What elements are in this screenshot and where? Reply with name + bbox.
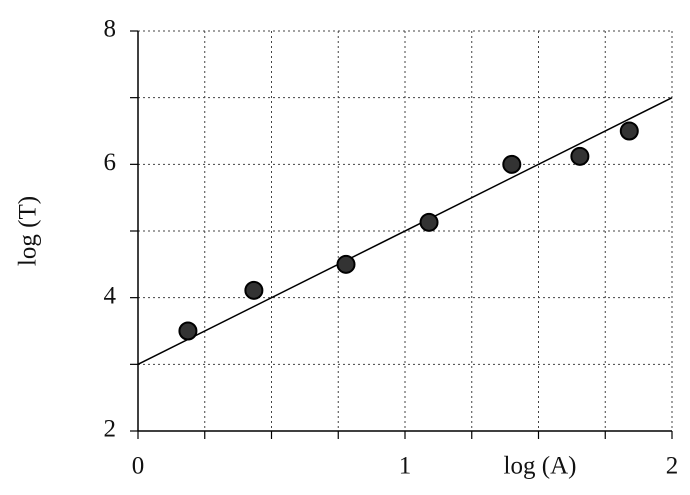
x-tick-label: 2 bbox=[666, 453, 679, 480]
fit-line bbox=[137, 96, 673, 366]
data-point bbox=[178, 321, 198, 341]
data-point bbox=[336, 254, 356, 274]
x-tick-label: 0 bbox=[132, 453, 145, 480]
y-tick-label: 2 bbox=[104, 416, 117, 443]
y-axis-label: log (T) bbox=[15, 196, 42, 266]
data-point bbox=[244, 280, 264, 300]
y-tick-label: 4 bbox=[104, 282, 117, 309]
data-point bbox=[619, 121, 639, 141]
x-axis-label: log (A) bbox=[504, 453, 577, 480]
x-tick-label: 1 bbox=[399, 453, 412, 480]
data-point bbox=[502, 154, 522, 174]
y-tick-label: 8 bbox=[104, 16, 117, 43]
y-tick-label: 6 bbox=[104, 149, 117, 176]
data-point bbox=[570, 146, 590, 166]
data-point bbox=[419, 212, 439, 232]
